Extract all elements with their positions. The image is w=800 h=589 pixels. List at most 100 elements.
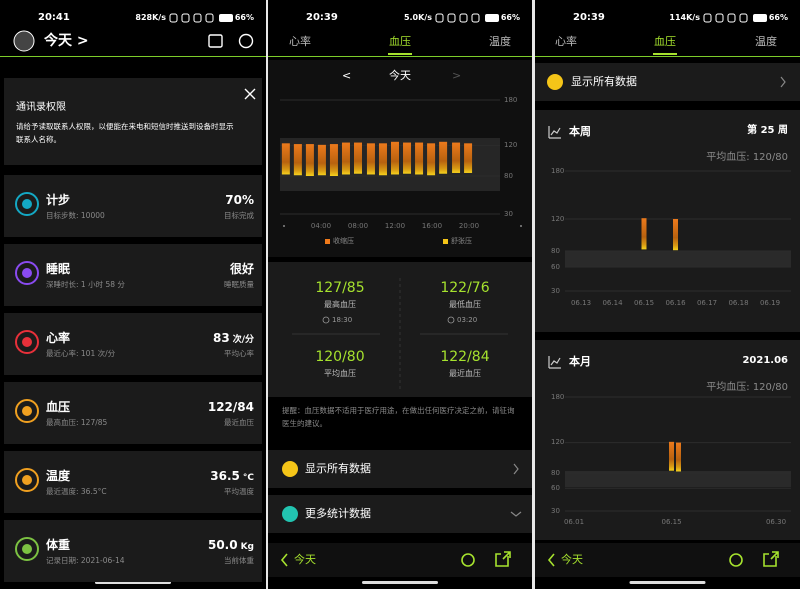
row-label[interactable]: 显示所有数据: [305, 462, 371, 475]
y-tick-label: 30: [551, 286, 560, 295]
status-icon: [193, 13, 202, 23]
metric-card: [4, 244, 262, 306]
row-label[interactable]: 显示所有数据: [571, 75, 637, 88]
day-screen: 20:39 5.0K/s 66% 心率 血压 温度 < 今天 >180 120 80 30 04:00 0…: [268, 0, 532, 589]
bp-range-bar: [439, 141, 448, 174]
status-icon: [703, 13, 712, 23]
tab[interactable]: 心率: [289, 35, 311, 48]
row-label[interactable]: 更多统计数据: [305, 507, 371, 520]
metric-value-number: 122/84: [207, 400, 254, 414]
metric-icon-dot: [22, 199, 32, 209]
avatar: [13, 30, 35, 52]
stat-label: 最高血压: [324, 300, 356, 309]
tab[interactable]: 心率: [555, 35, 577, 48]
footer-today[interactable]: 今天: [561, 553, 583, 566]
x-tick-label: 06.30: [765, 518, 787, 526]
calendar-icon: [208, 34, 223, 48]
tab[interactable]: 血压: [389, 35, 411, 48]
y-tick-label: 120: [551, 214, 565, 223]
y-tick-label: 30: [551, 506, 560, 515]
metric-icon-dot: [22, 475, 32, 485]
bp-range-bar: [293, 144, 302, 176]
stat-value: 122/76: [440, 280, 490, 296]
bp-range-bar: [669, 441, 675, 471]
metric-icon: [15, 330, 39, 354]
metric-title[interactable]: 血压: [46, 400, 71, 414]
metric-title[interactable]: 心率: [46, 331, 71, 345]
bp-range-bar: [452, 142, 461, 173]
metric-value: 36.5 °C: [210, 470, 254, 483]
notice-card: [4, 78, 262, 165]
metric-card: [4, 451, 262, 513]
row-chevron: [510, 511, 522, 517]
card-average: 平均血压: 120/80: [706, 152, 788, 163]
status-time: 20:39: [573, 12, 605, 23]
status-time: 20:41: [38, 12, 70, 23]
metric-detail: 最近心率: 101 次/分: [46, 349, 116, 358]
legend-swatch: [443, 239, 448, 244]
metric-title[interactable]: 睡眠: [46, 262, 71, 276]
status-speed: 5.0K/s: [403, 13, 432, 22]
metric-unit: 次/分: [232, 335, 254, 345]
card-title: 本周: [569, 125, 591, 138]
tab[interactable]: 温度: [755, 35, 777, 48]
status-battery: 66%: [768, 13, 788, 22]
status-icon: [471, 13, 480, 23]
footer-today[interactable]: 今天: [294, 553, 316, 566]
battery-icon: [485, 14, 499, 22]
battery-icon: [219, 14, 233, 22]
row-chevron: [513, 463, 519, 475]
battery-icon: [753, 14, 767, 22]
clock-icon: [447, 316, 455, 324]
status-battery: 66%: [234, 13, 254, 22]
status-icon: [739, 13, 748, 23]
metric-title[interactable]: 计步: [46, 193, 71, 207]
metric-value: 122/84: [208, 401, 254, 413]
tab[interactable]: 血压: [654, 35, 676, 48]
status-icon: [169, 13, 178, 23]
status-icon: [435, 13, 444, 23]
metric-icon: [15, 468, 39, 492]
status-time: 20:39: [306, 12, 338, 23]
metric-icon-dot: [22, 337, 32, 347]
notice-title: 通讯录权限: [16, 102, 66, 113]
date-next[interactable]: >: [452, 69, 462, 82]
tab[interactable]: 温度: [489, 35, 511, 48]
metric-value-number: 83: [213, 331, 230, 345]
metric-card: [4, 520, 262, 582]
action-row: [268, 450, 532, 488]
metric-value-label: 目标完成: [224, 211, 254, 220]
y-tick-label: 180: [551, 166, 565, 175]
x-tick-label: 20:00: [458, 222, 480, 230]
status-icon: [181, 13, 190, 23]
action-row: [268, 495, 532, 533]
device-icon: [729, 553, 743, 567]
home-screen: 20:41 828K/s 66% 今天 > 通讯录权限 请给予读取联系人权限，以便能在来电…: [0, 0, 266, 589]
stat-value: 122/84: [440, 349, 490, 365]
metric-value-label: 平均温度: [224, 487, 254, 496]
y-tick-label: 80: [551, 246, 560, 255]
stat-time: 03:20: [457, 316, 478, 324]
metric-detail: 最高血压: 127/85: [46, 418, 108, 427]
bp-range-bar: [675, 442, 681, 472]
clock-icon: [322, 316, 330, 324]
stat-value: 120/80: [315, 349, 365, 365]
date-prev[interactable]: <: [342, 69, 352, 82]
metric-title[interactable]: 温度: [46, 469, 71, 483]
stat-label: 最近血压: [449, 369, 481, 378]
metric-unit: °C: [242, 473, 254, 483]
metric-icon: [15, 399, 39, 423]
y-tick-label: 30: [504, 209, 513, 218]
metric-icon-dot: [22, 268, 32, 278]
metric-card: [4, 313, 262, 375]
y-tick-label: 80: [551, 468, 560, 477]
metric-detail: 记录日期: 2021-06-14: [46, 556, 125, 565]
metric-title[interactable]: 体重: [46, 538, 71, 552]
bp-range-bar: [427, 143, 436, 176]
x-tick-label: 06.19: [759, 299, 781, 307]
row-icon: [282, 506, 298, 522]
stat-label: 最低血压: [449, 300, 481, 309]
legend-label: 舒张压: [451, 237, 472, 245]
metric-value: 很好: [230, 263, 254, 275]
x-tick-label: 06.16: [665, 299, 686, 307]
